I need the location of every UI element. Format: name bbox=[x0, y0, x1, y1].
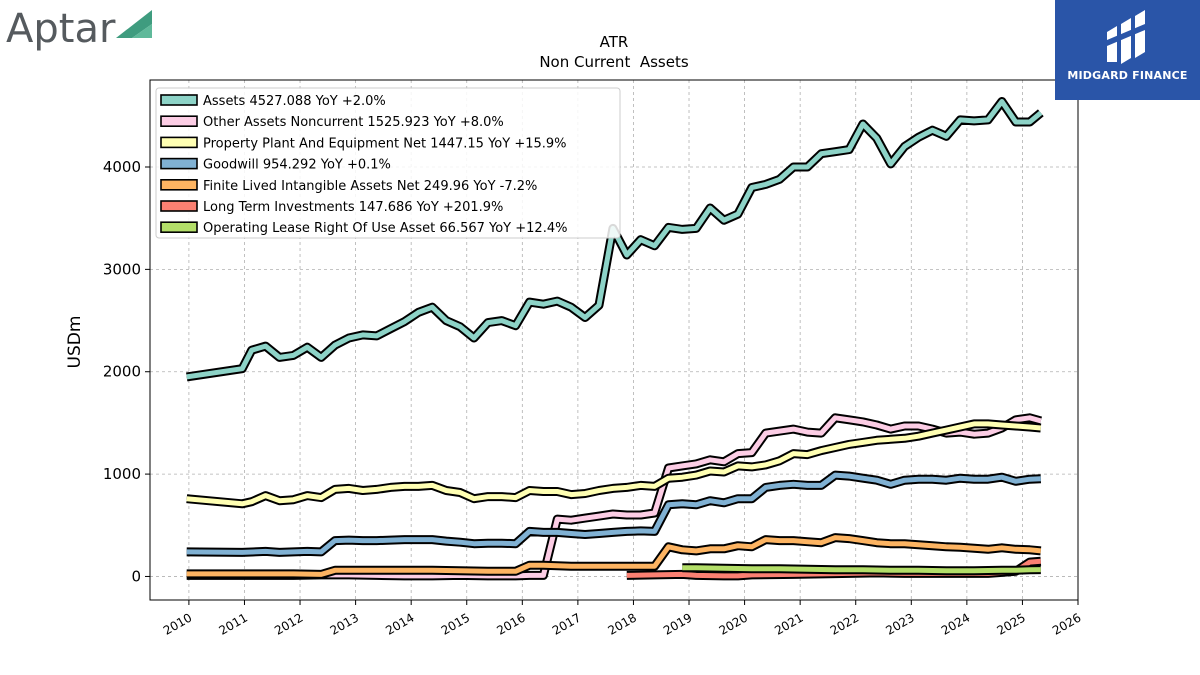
x-tick-label: 2025 bbox=[994, 610, 1027, 637]
y-tick-label: 2000 bbox=[103, 363, 141, 381]
aptar-logo: Aptar bbox=[6, 6, 152, 52]
x-tick-label: 2024 bbox=[939, 610, 972, 637]
legend-entry: Finite Lived Intangible Assets Net 249.9… bbox=[203, 179, 537, 194]
legend-swatch bbox=[160, 157, 198, 170]
x-tick-label: 2017 bbox=[550, 610, 583, 637]
legend-swatch bbox=[160, 221, 198, 233]
series-line-6 bbox=[682, 563, 1041, 576]
legend-entry: Property Plant And Equipment Net 1447.15… bbox=[203, 136, 567, 151]
legend: Assets 4527.088 YoY +2.0% Other Assets No… bbox=[155, 87, 621, 239]
series-line-core bbox=[186, 415, 1042, 579]
legend-entry: Assets 4527.088 YoY +2.0% bbox=[203, 94, 386, 109]
legend-entry: Long Term Investments 147.686 YoY +201.9… bbox=[203, 200, 503, 215]
x-tick-label: 2010 bbox=[161, 610, 194, 637]
series-lines bbox=[186, 97, 1044, 581]
legend-swatch bbox=[160, 94, 198, 106]
x-tick-label: 2011 bbox=[217, 610, 250, 637]
series-line-core bbox=[186, 99, 1043, 380]
y-axis: 0 1000 2000 3000 4000 bbox=[103, 158, 150, 585]
series-line-4 bbox=[186, 533, 1042, 579]
x-tick-label: 2023 bbox=[883, 610, 916, 637]
y-tick-label: 3000 bbox=[103, 260, 141, 278]
legend-entry: Other Assets Noncurrent 1525.923 YoY +8.… bbox=[203, 115, 504, 130]
series-line-core bbox=[186, 421, 1042, 507]
y-axis-label: USDm bbox=[65, 316, 85, 369]
legend-swatch bbox=[160, 200, 198, 212]
legend-entry: Operating Lease Right Of Use Asset 66.56… bbox=[203, 221, 567, 236]
chart-title: ATR bbox=[600, 33, 629, 51]
x-tick-label: 2014 bbox=[383, 610, 416, 637]
series-line-core bbox=[186, 472, 1041, 555]
series-line-2 bbox=[186, 419, 1042, 509]
y-tick-label: 0 bbox=[131, 567, 141, 585]
x-tick-label: 2022 bbox=[828, 610, 861, 637]
x-tick-label: 2015 bbox=[439, 610, 472, 637]
legend-swatch bbox=[160, 115, 198, 127]
midgard-logo-text: MIDGARD FINANCE bbox=[1067, 69, 1188, 82]
y-tick-label: 4000 bbox=[103, 158, 141, 176]
midgard-logo-icon bbox=[1107, 10, 1145, 64]
aptar-logo-mark-shadow bbox=[132, 24, 152, 38]
x-tick-label: 2019 bbox=[661, 610, 694, 637]
plot-frame bbox=[149, 79, 1079, 601]
aptar-logo-text: Aptar bbox=[6, 6, 116, 52]
legend-entry: Goodwill 954.292 YoY +0.1% bbox=[203, 158, 391, 173]
legend-swatch bbox=[160, 136, 198, 149]
series-line-core bbox=[186, 535, 1042, 577]
x-tick-label: 2012 bbox=[272, 610, 305, 637]
x-tick-label: 2013 bbox=[328, 610, 361, 637]
series-line-3 bbox=[186, 470, 1042, 557]
x-tick-label: 2026 bbox=[1050, 610, 1083, 637]
legend-swatch bbox=[160, 179, 198, 191]
series-line-0 bbox=[186, 97, 1044, 382]
y-tick-label: 1000 bbox=[103, 465, 141, 483]
midgard-finance-logo: MIDGARD FINANCE bbox=[1055, 0, 1200, 100]
chart-subtitle: Non Current Assets bbox=[539, 53, 689, 71]
legend-box bbox=[155, 87, 621, 239]
x-tick-label: 2018 bbox=[605, 610, 638, 637]
aptar-logo-mark-icon bbox=[116, 10, 152, 38]
x-tick-label: 2016 bbox=[494, 610, 527, 637]
x-axis: 2010 2011 2012 2013 2014 2015 2016 2017 2018 2019… bbox=[161, 600, 1084, 638]
x-tick-label: 2020 bbox=[717, 610, 750, 637]
series-line-core bbox=[682, 565, 1041, 574]
x-tick-label: 2021 bbox=[772, 610, 805, 637]
series-line-1 bbox=[186, 413, 1043, 581]
